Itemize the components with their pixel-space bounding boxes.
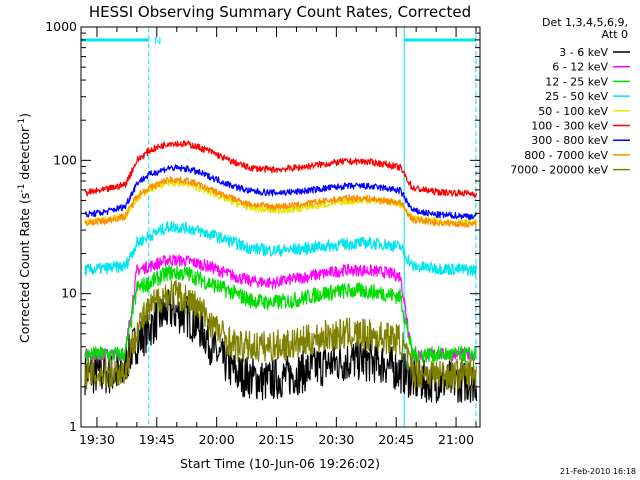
legend-label-0: 3 - 6 keV — [559, 46, 608, 59]
legend-header-line-1: Det 1,3,4,5,6,9, — [542, 16, 628, 29]
night-marker-label: N — [154, 36, 161, 47]
footer-date: 21-Feb-2010 16:18 — [560, 467, 636, 476]
x-tick-label: 20:00 — [199, 432, 235, 447]
legend-label-5: 100 - 300 keV — [531, 120, 608, 133]
legend-label-1: 6 - 12 keV — [552, 61, 608, 74]
series-line-7 — [84, 176, 477, 229]
y-tick-label: 10 — [61, 286, 77, 301]
legend-label-3: 25 - 50 keV — [545, 90, 608, 103]
x-tick-label: 20:15 — [258, 432, 294, 447]
legend-label-6: 300 - 800 keV — [531, 134, 608, 147]
series-line-5 — [84, 140, 478, 198]
x-tick-label: 19:30 — [79, 432, 115, 447]
series-line-0 — [84, 289, 478, 404]
y-axis-label: Corrected Count Rate (s-1 detector-1) — [17, 113, 32, 343]
series-line-2 — [84, 264, 477, 363]
series-line-8 — [84, 279, 478, 391]
series-line-6 — [84, 164, 477, 220]
y-tick-label: 1000 — [45, 19, 77, 34]
x-tick-label: 20:45 — [378, 432, 414, 447]
y-tick-label: 1 — [69, 419, 77, 434]
legend-label-8: 7000 - 20000 keV — [510, 164, 608, 177]
axes: 1 10 100 1000 19:30 19:45 20:00 20:15 20:30 20:45… — [45, 19, 481, 447]
x-tick-label: 21:00 — [438, 432, 474, 447]
legend-label-7: 800 - 7000 keV — [524, 149, 608, 162]
legend-label-4: 50 - 100 keV — [538, 105, 608, 118]
legend-label-2: 12 - 25 keV — [545, 75, 608, 88]
y-tick-label: 100 — [53, 152, 77, 167]
plot-frame — [80, 26, 481, 428]
x-axis-label: Start Time (10-Jun-06 19:26:02) — [180, 456, 380, 471]
x-tick-label: 19:45 — [139, 432, 175, 447]
series-lines — [84, 140, 478, 404]
x-tick-label: 20:30 — [318, 432, 354, 447]
chart-title: HESSI Observing Summary Count Rates, Cor… — [89, 3, 471, 21]
series-line-3 — [84, 220, 478, 277]
legend: Det 1,3,4,5,6,9, Att 0 3 - 6 keV 6 - 12 k… — [510, 16, 630, 177]
legend-header-line-2: Att 0 — [602, 28, 628, 41]
